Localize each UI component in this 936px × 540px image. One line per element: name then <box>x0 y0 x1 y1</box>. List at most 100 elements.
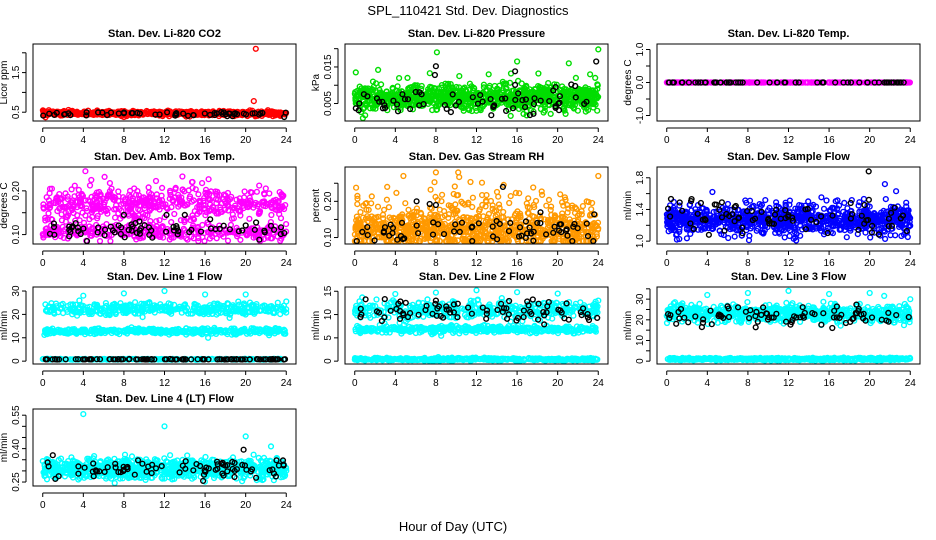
point <box>485 71 492 78</box>
series-hourly <box>352 58 600 119</box>
point <box>757 203 764 210</box>
point <box>477 107 484 114</box>
point <box>753 227 760 234</box>
point <box>277 237 284 244</box>
point <box>404 74 411 82</box>
point <box>747 225 754 232</box>
point <box>163 211 170 219</box>
point <box>679 79 686 86</box>
panel-title: Stan. Dev. Li-820 Temp. <box>728 28 850 40</box>
point <box>530 110 537 117</box>
point <box>222 111 229 118</box>
point <box>584 229 591 237</box>
point <box>152 111 159 118</box>
point <box>274 198 281 205</box>
point <box>547 110 554 118</box>
point <box>45 107 52 114</box>
point <box>856 199 863 206</box>
point <box>500 208 507 216</box>
point <box>79 203 86 210</box>
point <box>565 88 572 96</box>
point <box>537 97 544 104</box>
point <box>192 186 199 193</box>
point <box>80 219 88 226</box>
point <box>534 219 541 227</box>
point <box>893 212 900 219</box>
point <box>415 219 422 226</box>
point <box>898 232 905 240</box>
point <box>159 224 167 231</box>
point <box>595 172 602 180</box>
point <box>498 95 506 102</box>
point <box>471 100 478 107</box>
point <box>873 214 880 221</box>
point <box>796 222 804 229</box>
x-tick-label: 20 <box>552 258 564 269</box>
series-all <box>39 168 290 244</box>
point <box>190 112 197 119</box>
point <box>405 206 412 213</box>
point <box>461 93 468 100</box>
point <box>522 218 530 225</box>
point <box>428 235 435 242</box>
points <box>39 45 290 121</box>
series-hourly <box>353 183 598 244</box>
point <box>792 79 799 86</box>
point <box>573 205 580 213</box>
point <box>268 211 275 219</box>
point <box>256 236 263 243</box>
point <box>69 223 76 230</box>
point <box>545 196 553 204</box>
point <box>173 109 180 117</box>
point <box>506 199 513 207</box>
y-axis: 0.51.5 <box>11 52 27 119</box>
point <box>526 224 533 231</box>
point <box>781 234 788 241</box>
point <box>817 227 825 234</box>
point <box>372 220 379 227</box>
point <box>550 229 557 236</box>
point <box>440 231 448 238</box>
point <box>106 180 114 187</box>
point <box>591 211 598 218</box>
y-axis: 0.100.20 <box>323 182 339 247</box>
point <box>427 204 434 211</box>
point <box>252 45 259 52</box>
point <box>888 79 895 86</box>
point <box>74 212 81 219</box>
point <box>432 169 440 176</box>
point <box>426 70 433 77</box>
point <box>594 82 601 89</box>
point <box>242 111 250 118</box>
point <box>790 235 797 242</box>
point <box>371 229 378 236</box>
point <box>365 206 372 214</box>
point <box>186 229 193 236</box>
point <box>50 223 58 231</box>
point <box>824 229 831 237</box>
point <box>111 214 119 221</box>
point <box>220 222 227 229</box>
point <box>543 97 550 105</box>
point <box>145 184 152 191</box>
point <box>460 214 467 221</box>
x-tick-label: 0 <box>352 135 358 146</box>
point <box>465 105 472 112</box>
point <box>568 81 575 88</box>
point <box>94 204 101 211</box>
point <box>687 220 694 227</box>
point <box>546 90 554 98</box>
x-tick-label: 4 <box>393 135 399 146</box>
point <box>512 189 520 197</box>
point <box>574 107 582 114</box>
point <box>351 231 359 238</box>
point <box>847 225 854 232</box>
point <box>394 108 402 115</box>
point <box>514 208 521 215</box>
point <box>175 194 183 201</box>
point <box>431 179 438 186</box>
point <box>397 233 405 240</box>
point <box>234 231 242 238</box>
point <box>456 95 463 103</box>
point <box>46 202 53 209</box>
